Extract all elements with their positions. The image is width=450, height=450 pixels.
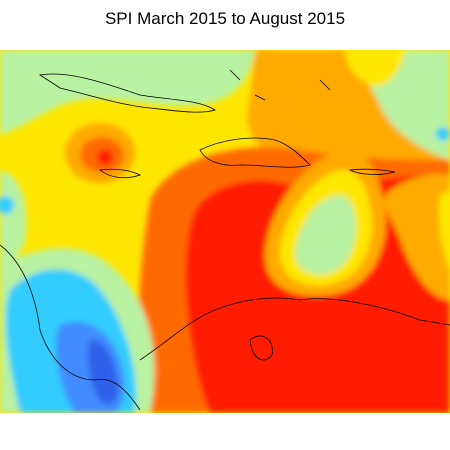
zone-near [438,190,450,270]
zone-normal [294,195,357,275]
zone-normal [0,170,27,265]
zone-normal [0,50,255,135]
zone-wet [436,127,450,141]
zone-dry [383,173,450,300]
zone-near [345,50,405,86]
map-title: SPI March 2015 to August 2015 [104,9,346,28]
zone-extremely-dry [97,149,113,165]
zone-extremely-wet [88,339,119,405]
coastlines [0,69,450,411]
zone-wet [0,196,14,214]
spi-field [0,50,450,413]
